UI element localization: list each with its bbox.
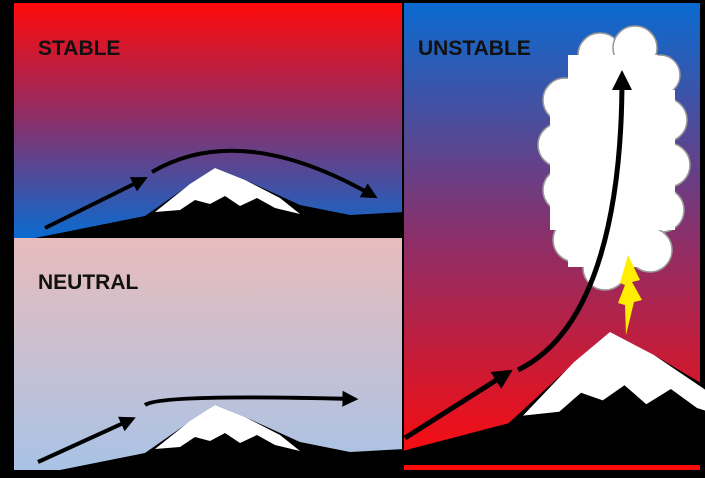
arrow [37, 416, 136, 464]
cloud-fill [550, 55, 675, 267]
panel-label: NEUTRAL [38, 271, 138, 294]
arrow [516, 70, 632, 373]
arrow [44, 177, 148, 230]
lightning [618, 255, 642, 335]
panel-label: STABLE [38, 37, 120, 60]
arrow [403, 369, 513, 441]
arrow [143, 390, 359, 407]
panel-label: UNSTABLE [418, 37, 531, 60]
arrow [150, 148, 378, 199]
